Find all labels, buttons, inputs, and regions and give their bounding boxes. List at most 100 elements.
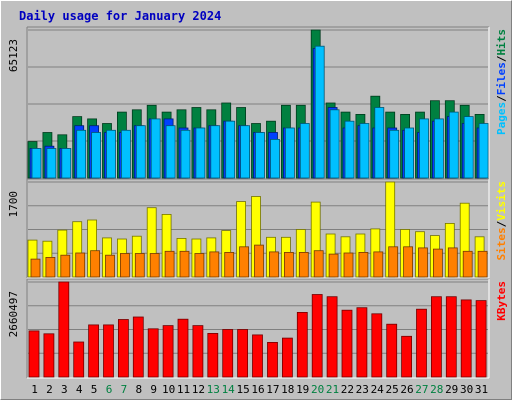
- bar-sites-day-5: [90, 250, 100, 278]
- bar-pages-day-19: [299, 123, 310, 179]
- bar-sites-day-2: [45, 256, 56, 278]
- x-tick-label-day-8: 8: [135, 383, 142, 396]
- bar-kbytes-day-28: [430, 296, 442, 378]
- bar-kbytes-day-13: [207, 332, 219, 378]
- x-tick-label-day-31: 31: [475, 383, 488, 396]
- bar-sites-day-4: [75, 252, 86, 278]
- x-tick-label-day-13: 13: [207, 383, 220, 396]
- bar-pages-day-26: [404, 127, 415, 179]
- bar-kbytes-day-22: [341, 309, 353, 378]
- bar-pages-day-3: [61, 148, 72, 179]
- bar-sites-day-9: [149, 253, 160, 278]
- bar-sites-day-26: [403, 246, 414, 278]
- bar-pages-day-30: [463, 116, 474, 179]
- y-max-label: 1700: [7, 191, 20, 218]
- bar-sites-day-7: [120, 253, 130, 278]
- bar-sites-day-23: [358, 251, 369, 278]
- x-tick-label-day-16: 16: [251, 383, 264, 396]
- bar-kbytes-day-27: [416, 308, 427, 378]
- bar-kbytes-day-7: [118, 319, 129, 378]
- panel-2: 1700 Sites/Visits: [7, 178, 508, 279]
- bar-sites-day-11: [179, 250, 190, 278]
- bar-sites-day-31: [477, 250, 488, 278]
- legend-item-kbytes: KBytes: [495, 281, 508, 321]
- panel-3: 2660497 KBytes: [7, 278, 508, 379]
- bar-kbytes-day-21: [326, 296, 338, 378]
- x-tick-label-day-30: 30: [460, 383, 473, 396]
- bar-kbytes-day-18: [281, 337, 293, 378]
- bar-kbytes-day-19: [296, 311, 308, 378]
- bar-kbytes-day-14: [222, 329, 234, 378]
- bar-sites-day-6: [105, 254, 115, 278]
- legend-separator: /: [495, 220, 508, 227]
- bar-kbytes-day-30: [460, 299, 472, 378]
- bar-pages-day-4: [76, 129, 87, 179]
- x-tick-label-day-4: 4: [76, 383, 83, 396]
- bar-sites-day-30: [462, 250, 473, 278]
- x-tick-label-day-27: 27: [415, 383, 428, 396]
- bar-sites-day-18: [283, 251, 294, 278]
- bar-kbytes-day-17: [267, 341, 278, 378]
- bar-sites-day-8: [134, 253, 145, 278]
- legend-separator: /: [495, 95, 508, 102]
- x-tick-label-day-26: 26: [400, 383, 413, 396]
- legend-item-hits: Hits: [495, 29, 508, 56]
- bar-kbytes-day-4: [73, 341, 85, 378]
- x-tick-label-day-19: 19: [296, 383, 309, 396]
- x-tick-label-day-5: 5: [91, 383, 98, 396]
- bar-sites-day-25: [388, 246, 399, 278]
- bar-sites-day-10: [164, 250, 175, 278]
- bar-sites-day-12: [194, 253, 205, 278]
- legend: KBytes: [495, 281, 508, 321]
- y-max-label: 2660497: [7, 291, 20, 337]
- bar-kbytes-day-29: [445, 296, 457, 378]
- legend-item-pages: Pages: [495, 102, 508, 135]
- x-tick-label-day-6: 6: [106, 383, 113, 396]
- bar-pages-day-22: [344, 120, 355, 179]
- bar-pages-day-28: [433, 118, 444, 179]
- legend-item-visits: Visits: [495, 181, 508, 221]
- bar-kbytes-day-5: [88, 324, 99, 378]
- x-tick-label-day-14: 14: [222, 383, 236, 396]
- bar-kbytes-day-15: [237, 329, 249, 378]
- bar-pages-day-24: [374, 107, 385, 179]
- bar-pages-day-17: [270, 138, 280, 179]
- bar-kbytes-day-31: [475, 300, 487, 378]
- bar-sites-day-29: [447, 247, 458, 278]
- bar-sites-day-14: [224, 251, 235, 278]
- bar-kbytes-day-1: [28, 330, 40, 378]
- bar-sites-day-20: [313, 250, 324, 278]
- bar-kbytes-day-9: [147, 328, 159, 378]
- bar-kbytes-day-20: [311, 294, 323, 378]
- bar-kbytes-day-2: [43, 333, 55, 378]
- bar-pages-day-18: [284, 127, 295, 179]
- bar-sites-day-24: [373, 251, 384, 278]
- x-tick-label-day-23: 23: [356, 383, 369, 396]
- legend: Sites/Visits: [495, 181, 508, 261]
- bar-sites-day-27: [418, 247, 428, 278]
- bar-pages-day-7: [121, 129, 131, 179]
- bar-pages-day-20: [314, 45, 325, 179]
- bar-pages-day-23: [359, 123, 370, 179]
- x-tick-label-day-25: 25: [385, 383, 398, 396]
- x-tick-label-day-3: 3: [61, 383, 68, 396]
- bar-kbytes-day-24: [371, 313, 383, 378]
- bar-pages-day-14: [225, 120, 236, 179]
- bar-pages-day-10: [165, 125, 176, 179]
- x-tick-label-day-18: 18: [281, 383, 294, 396]
- bar-kbytes-day-8: [132, 316, 144, 378]
- x-tick-label-day-24: 24: [371, 383, 385, 396]
- bar-pages-day-8: [135, 125, 146, 179]
- legend-separator: /: [495, 55, 508, 62]
- x-tick-label-day-21: 21: [326, 383, 339, 396]
- x-tick-label-day-11: 11: [177, 383, 190, 396]
- legend-item-files: Files: [495, 62, 508, 95]
- x-tick-label-day-9: 9: [150, 383, 157, 396]
- chart-title: Daily usage for January 2024: [19, 9, 221, 23]
- x-tick-label-day-22: 22: [341, 383, 354, 396]
- bar-sites-day-19: [298, 251, 309, 278]
- x-tick-label-day-10: 10: [162, 383, 175, 396]
- x-tick-label-day-7: 7: [121, 383, 128, 396]
- bar-pages-day-27: [419, 118, 429, 179]
- bar-pages-day-13: [210, 125, 221, 179]
